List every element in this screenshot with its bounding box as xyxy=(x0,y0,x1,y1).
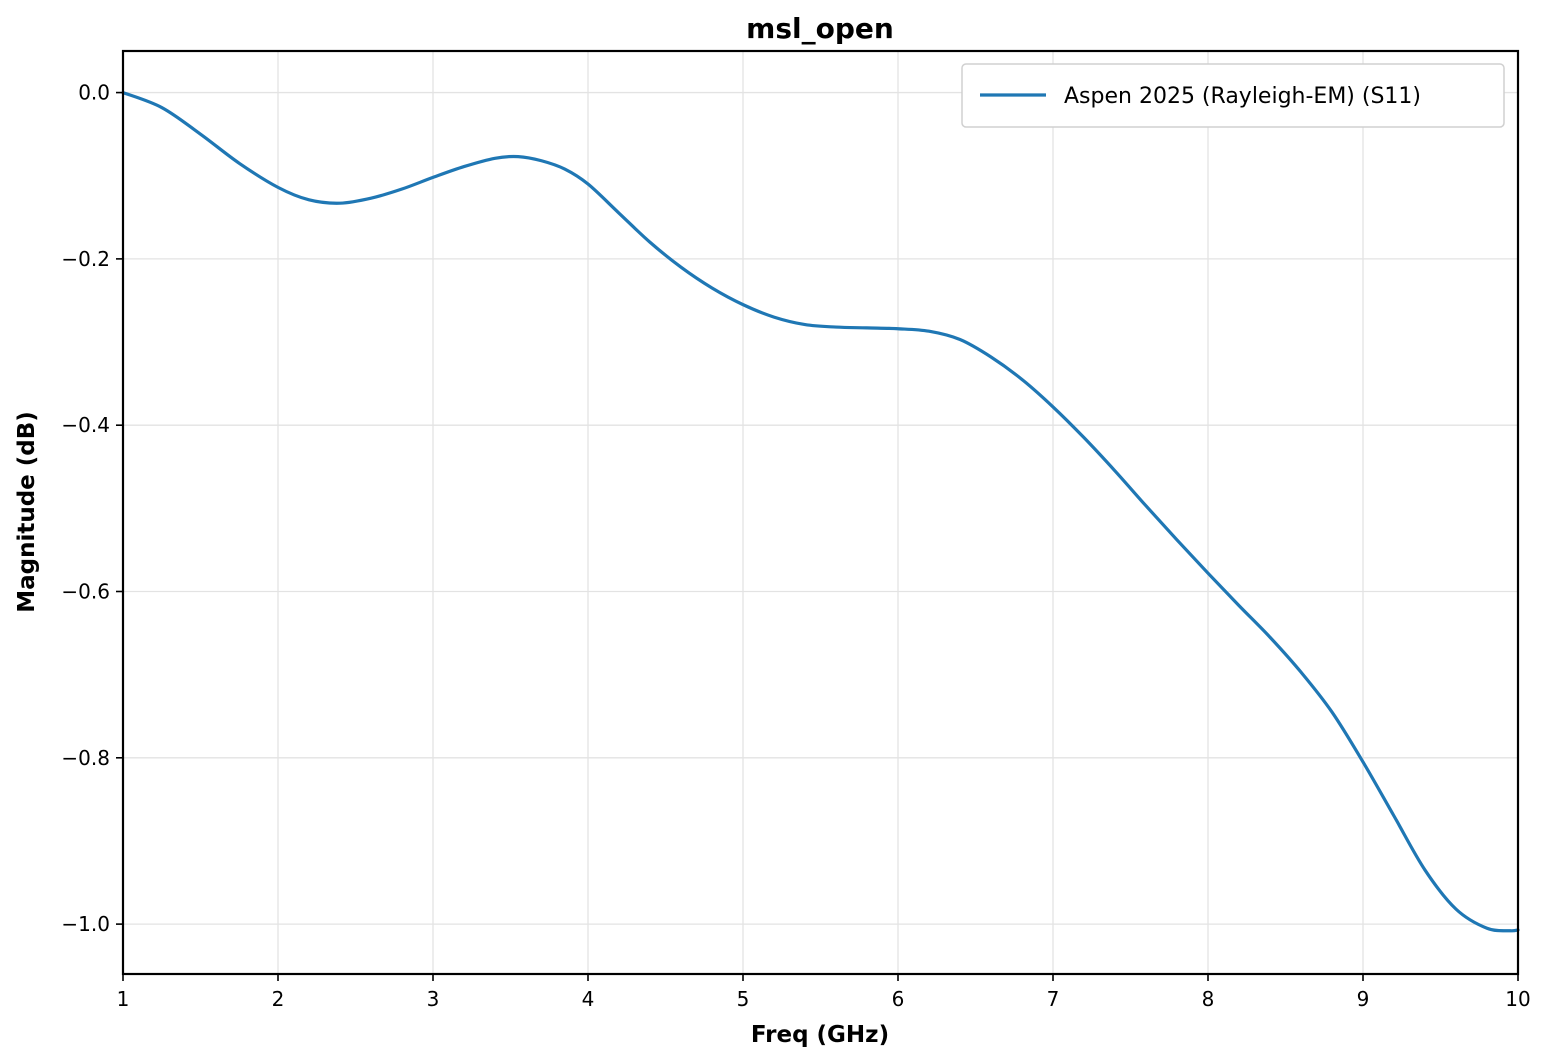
x-tick-label-1: 2 xyxy=(272,987,285,1011)
x-axis: 1 2 3 4 5 6 7 8 9 10 xyxy=(117,974,1531,1011)
x-tick-label-4: 5 xyxy=(737,987,750,1011)
x-tick-label-6: 7 xyxy=(1047,987,1060,1011)
plot-frame xyxy=(121,49,1520,976)
y-tick-label-4: −0.8 xyxy=(61,746,110,770)
x-axis-label: Freq (GHz) xyxy=(751,1022,889,1048)
y-axis-label: Magnitude (dB) xyxy=(14,411,40,613)
x-tick-label-0: 1 xyxy=(117,987,130,1011)
legend-label-s11: Aspen 2025 (Rayleigh-EM) (S11) xyxy=(1064,84,1421,109)
y-tick-label-2: −0.4 xyxy=(61,413,110,437)
y-tick-label-3: −0.6 xyxy=(61,579,110,603)
y-tick-label-0: 0.0 xyxy=(78,81,110,105)
x-tick-label-2: 3 xyxy=(427,987,440,1011)
chart-title: msl_open xyxy=(746,12,894,45)
x-tick-label-8: 9 xyxy=(1357,987,1370,1011)
legend: Aspen 2025 (Rayleigh-EM) (S11) xyxy=(961,63,1505,128)
x-tick-label-3: 4 xyxy=(582,987,595,1011)
x-tick-label-7: 8 xyxy=(1202,987,1215,1011)
series-layer xyxy=(121,90,1520,933)
x-tick-label-9: 10 xyxy=(1505,987,1530,1011)
grid xyxy=(122,51,1519,974)
series-line-0 xyxy=(121,90,1520,933)
y-axis: 0.0 −0.2 −0.4 −0.6 −0.8 −1.0 xyxy=(61,81,123,936)
y-tick-label-5: −1.0 xyxy=(61,912,110,936)
legend-box xyxy=(961,63,1505,128)
y-tick-label-1: −0.2 xyxy=(61,247,110,271)
x-tick-label-5: 6 xyxy=(892,987,905,1011)
